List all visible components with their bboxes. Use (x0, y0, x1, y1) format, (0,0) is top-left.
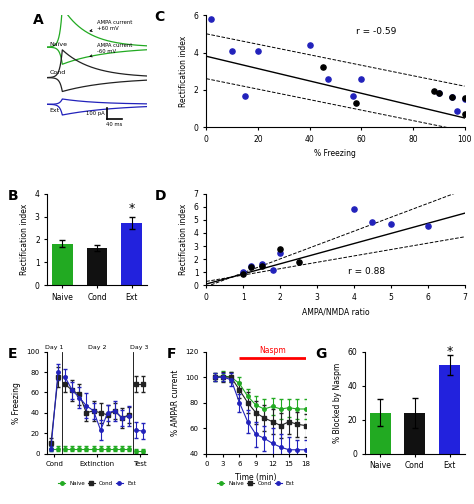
Text: Day 3: Day 3 (130, 345, 149, 350)
Point (258, 262, 265, 270)
Point (276, 244, 284, 253)
Text: *: * (128, 203, 135, 215)
Point (435, 89, 443, 97)
Bar (370, 413, 391, 454)
Text: AMPA current
+60 mV: AMPA current +60 mV (90, 20, 132, 32)
Point (368, 218, 376, 226)
Y-axis label: % AMPAR current: % AMPAR current (171, 369, 180, 436)
Bar (121, 223, 142, 285)
X-axis label: Time (min): Time (min) (235, 473, 277, 482)
Text: Naïve: Naïve (49, 42, 67, 47)
Point (247, 263, 255, 271)
Point (208, 15, 215, 23)
Point (387, 220, 394, 228)
Point (350, 205, 358, 213)
X-axis label: AMPA/NMDA ratio: AMPA/NMDA ratio (301, 307, 369, 317)
Legend: Naive, Cond, Ext: Naive, Cond, Ext (215, 479, 297, 488)
Text: Cond: Cond (49, 70, 65, 75)
Text: 100 pA: 100 pA (86, 111, 105, 116)
Point (435, 89, 443, 97)
Text: Day 2: Day 2 (88, 345, 106, 350)
Point (319, 64, 326, 72)
Text: r = 0.88: r = 0.88 (348, 267, 385, 276)
Point (352, 99, 360, 107)
Text: AMPA current
-60 mV: AMPA current -60 mV (90, 43, 132, 57)
Bar (87, 248, 108, 285)
Point (228, 46, 236, 54)
Text: Ext: Ext (49, 108, 60, 113)
Point (461, 94, 468, 102)
Point (269, 266, 276, 274)
Text: F: F (166, 347, 176, 360)
Point (247, 262, 255, 270)
Point (357, 75, 365, 83)
Text: Day 1: Day 1 (46, 345, 64, 350)
Text: C: C (155, 10, 165, 24)
Point (254, 46, 262, 54)
Text: D: D (155, 189, 166, 203)
X-axis label: % Freezing: % Freezing (314, 150, 356, 158)
Point (258, 261, 265, 269)
Text: *: * (447, 345, 453, 358)
Y-axis label: Rectification index: Rectification index (179, 36, 188, 107)
Y-axis label: % Freezing: % Freezing (12, 382, 21, 423)
Bar (439, 365, 460, 454)
Bar (52, 243, 73, 285)
Bar (404, 413, 425, 454)
Point (448, 93, 456, 101)
Text: G: G (316, 347, 327, 360)
Y-axis label: Rectification index: Rectification index (179, 204, 188, 275)
Text: r = -0.59: r = -0.59 (356, 27, 396, 36)
Point (239, 268, 247, 276)
Point (461, 110, 468, 118)
Point (324, 75, 331, 83)
Text: B: B (8, 189, 18, 203)
Point (239, 270, 247, 278)
Point (424, 222, 431, 230)
Point (241, 92, 249, 100)
Point (453, 107, 461, 115)
Text: E: E (8, 347, 17, 360)
Y-axis label: % Blocked by Naspm: % Blocked by Naspm (333, 362, 342, 443)
Point (430, 87, 438, 95)
Point (350, 92, 357, 100)
Text: Naspm: Naspm (259, 346, 286, 355)
Point (448, 93, 456, 101)
Point (461, 95, 468, 103)
Text: 40 ms: 40 ms (106, 122, 123, 128)
Point (295, 258, 302, 266)
Y-axis label: Rectification index: Rectification index (20, 204, 29, 275)
Point (276, 248, 284, 257)
Point (306, 41, 313, 49)
Legend: Naive, Cond, Ext: Naive, Cond, Ext (56, 479, 138, 488)
Text: A: A (33, 13, 43, 27)
